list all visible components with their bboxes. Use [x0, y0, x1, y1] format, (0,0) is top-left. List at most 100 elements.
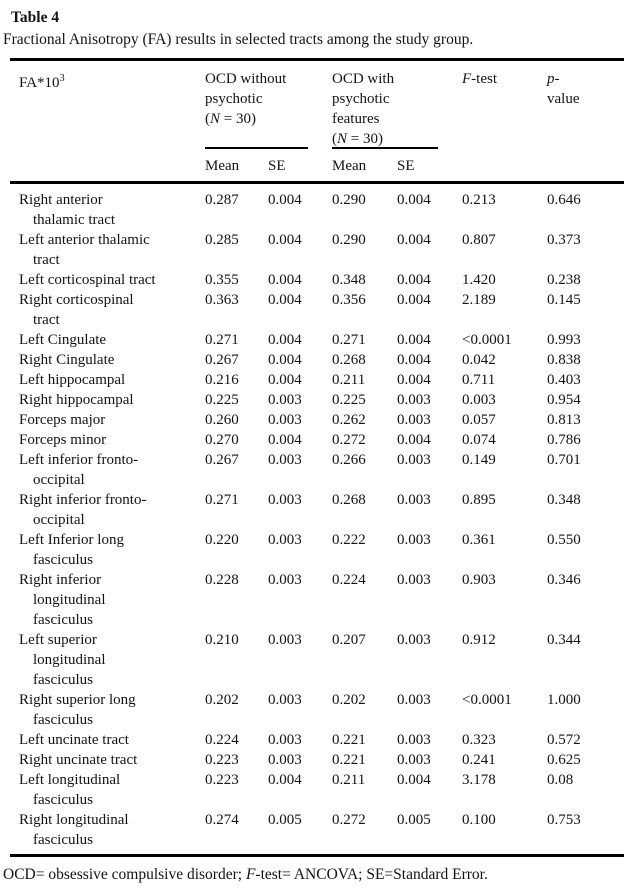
- tract-name-line: Left Inferior long: [19, 532, 124, 548]
- tract-name-cell: Right longitudinal fasciculus: [10, 810, 205, 850]
- se-without-cell: 0.003: [268, 392, 302, 408]
- p-value-cell: 0.625: [547, 752, 581, 768]
- tract-name-cell: Left uncinate tract: [10, 730, 205, 750]
- se-with-cell: 0.004: [397, 432, 431, 448]
- tract-name-cell: Right inferior longitudinal fasciculus: [10, 570, 205, 630]
- tract-name-line: Right inferior fronto-: [19, 492, 147, 508]
- tract-name-line: Left anterior thalamic: [19, 232, 150, 248]
- f-test-cell: 0.074: [462, 432, 496, 448]
- table-row: Left hippocampal 0.216 0.004 0.211 0.004…: [10, 370, 624, 390]
- p-value-cell: 0.145: [547, 292, 581, 308]
- se-without-cell: 0.004: [268, 332, 302, 348]
- mean-with-cell: 0.356: [332, 292, 366, 308]
- mean-with-cell: 0.290: [332, 192, 366, 208]
- f-test-cell: 0.711: [462, 372, 496, 388]
- p-value-cell: 0.238: [547, 272, 581, 288]
- se-with-cell: 0.003: [397, 632, 431, 648]
- f-test-cell: 0.807: [462, 232, 496, 248]
- p-value-cell: 0.08: [547, 772, 574, 788]
- tract-name-line: Left hippocampal: [19, 372, 126, 388]
- p-value-cell: 0.403: [547, 372, 581, 388]
- f-test-cell: 3.178: [462, 772, 496, 788]
- f-test-cell: 0.903: [462, 572, 496, 588]
- se-with-cell: 0.003: [397, 732, 431, 748]
- tract-name-cell: Left Cingulate: [10, 330, 205, 350]
- tract-name-line: fasciculus: [33, 832, 93, 848]
- tract-name-line: Right uncinate tract: [19, 752, 138, 768]
- se-with-cell: 0.004: [397, 232, 431, 248]
- se-without-cell: 0.004: [268, 432, 302, 448]
- p-value-cell: 0.572: [547, 732, 581, 748]
- table-row: Right inferior longitudinal fasciculus 0.2…: [10, 570, 624, 630]
- table-row: Left corticospinal tract 0.355 0.004 0.3…: [10, 270, 624, 290]
- table-row: Left inferior fronto-occipital 0.267 0.0…: [10, 450, 624, 490]
- mean-without-cell: 0.270: [205, 432, 239, 448]
- se-without-cell: 0.003: [268, 632, 302, 648]
- tract-name-line: Left longitudinal: [19, 772, 121, 788]
- f-test-cell: 0.057: [462, 412, 496, 428]
- tract-name-line: Right longitudinal: [19, 812, 129, 828]
- table-row: Left Inferior long fasciculus 0.220 0.003…: [10, 530, 624, 570]
- tract-name-cell: Left Inferior long fasciculus: [10, 530, 205, 570]
- p-value-cell: 0.838: [547, 352, 581, 368]
- mean-without-cell: 0.267: [205, 452, 239, 468]
- tract-name-cell: Forceps major: [10, 410, 205, 430]
- mean-with-cell: 0.348: [332, 272, 366, 288]
- mean-without-cell: 0.210: [205, 632, 239, 648]
- table-caption: Fractional Anisotropy (FA) results in se…: [3, 31, 474, 48]
- se-with-cell: 0.004: [397, 272, 431, 288]
- se-without-cell: 0.003: [268, 572, 302, 588]
- p-value-cell: 0.753: [547, 812, 581, 828]
- tract-name-cell: Right inferior fronto-occipital: [10, 490, 205, 530]
- f-test-cell: 0.003: [462, 392, 496, 408]
- table-row: Forceps minor 0.270 0.004 0.272 0.004 0.…: [10, 430, 624, 450]
- mean-with-cell: 0.224: [332, 572, 366, 588]
- tract-name-cell: Left corticospinal tract: [10, 270, 205, 290]
- tract-name-line: Right inferior: [19, 572, 102, 588]
- table-row: Forceps major 0.260 0.003 0.262 0.003 0.…: [10, 410, 624, 430]
- tract-name-cell: Right uncinate tract: [10, 750, 205, 770]
- mean-with-cell: 0.272: [332, 812, 366, 828]
- tract-name-line: tract: [33, 252, 60, 268]
- mean-with-cell: 0.268: [332, 352, 366, 368]
- table-row: Left uncinate tract 0.224 0.003 0.221 0.…: [10, 730, 624, 750]
- p-value-cell: 0.550: [547, 532, 581, 548]
- tract-name-line: fasciculus: [33, 552, 93, 568]
- mean-with-cell: 0.271: [332, 332, 366, 348]
- column-header-mean: Mean: [205, 158, 240, 174]
- tract-name-cell: Right anterior thalamic tract: [10, 190, 205, 230]
- table-header-rule: [10, 181, 624, 184]
- mean-without-cell: 0.355: [205, 272, 239, 288]
- se-with-cell: 0.003: [397, 392, 431, 408]
- table-row: Right uncinate tract 0.223 0.003 0.221 0…: [10, 750, 624, 770]
- tract-name-cell: Left longitudinal fasciculus: [10, 770, 205, 810]
- group-header-ocd-without: OCD without psychotic (N = 30): [205, 69, 308, 149]
- f-test-cell: 0.361: [462, 532, 496, 548]
- se-with-cell: 0.004: [397, 292, 431, 308]
- table-row: Right Cingulate 0.267 0.004 0.268 0.004 …: [10, 350, 624, 370]
- se-without-cell: 0.003: [268, 692, 302, 708]
- subheaders-ocd-without: Mean SE: [205, 149, 332, 176]
- table-footnote: OCD= obsessive compulsive disorder; F-te…: [3, 866, 488, 883]
- se-without-cell: 0.003: [268, 532, 302, 548]
- mean-with-cell: 0.268: [332, 492, 366, 508]
- tract-name-line: fasciculus: [33, 612, 93, 628]
- table-row: Right hippocampal 0.225 0.003 0.225 0.00…: [10, 390, 624, 410]
- mean-without-cell: 0.287: [205, 192, 239, 208]
- tract-name-cell: Right Cingulate: [10, 350, 205, 370]
- mean-with-cell: 0.221: [332, 752, 366, 768]
- p-value-cell: 0.993: [547, 332, 581, 348]
- p-value-cell: 0.346: [547, 572, 581, 588]
- tract-name-line: Left uncinate tract: [19, 732, 129, 748]
- se-with-cell: 0.004: [397, 772, 431, 788]
- se-without-cell: 0.004: [268, 232, 302, 248]
- table-row: Right inferior fronto-occipital 0.271 0.…: [10, 490, 624, 530]
- tract-name-line: Right anterior: [19, 192, 103, 208]
- p-value-cell: 0.373: [547, 232, 581, 248]
- tract-name-line: occipital: [33, 512, 85, 528]
- column-header-pvalue: p- value: [547, 71, 580, 107]
- se-without-cell: 0.003: [268, 752, 302, 768]
- tract-name-line: Left corticospinal tract: [19, 272, 156, 288]
- p-value-cell: 0.954: [547, 392, 581, 408]
- mean-with-cell: 0.202: [332, 692, 366, 708]
